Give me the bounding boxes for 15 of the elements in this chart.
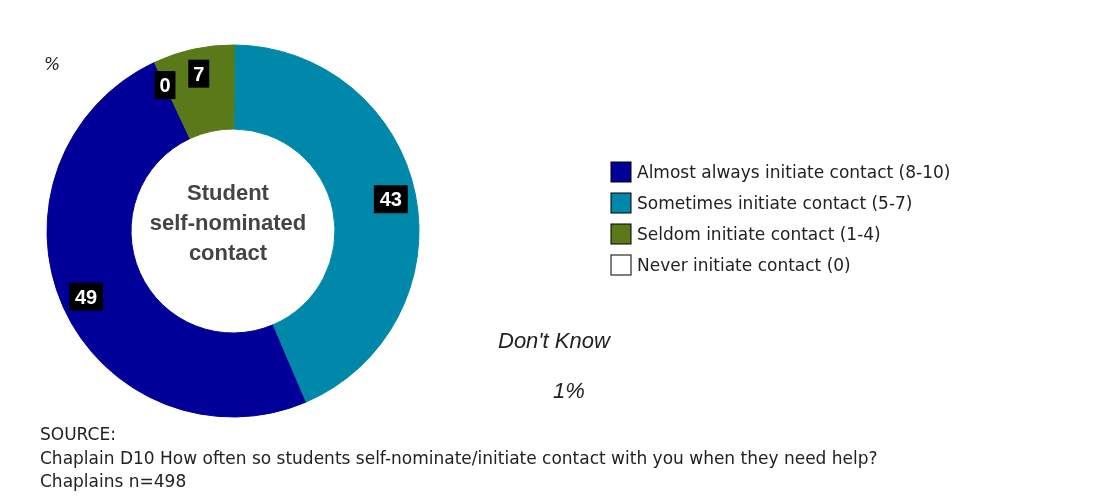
data-label: 49 (74, 285, 98, 308)
text: Chaplain D10 How often so students self-nominate/initiate contact with you when they need help? (40, 448, 878, 468)
text: Chaplains n=498 (40, 471, 187, 491)
data-label: 43 (379, 188, 402, 211)
legend-label: Seldom initiate contact (1-4) (637, 223, 881, 244)
legend-label: Sometimes initiate contact (5-7) (637, 192, 913, 213)
text: % (44, 54, 61, 74)
text: Don't Know (498, 328, 610, 354)
source-note: SOURCE: (40, 424, 116, 444)
text: Student self-nominated contact (149, 180, 307, 265)
text: 1% (553, 378, 585, 404)
legend-label: Never initiate contact (0) (637, 254, 851, 275)
data-label: 7 (193, 62, 205, 85)
text: 0 (159, 74, 171, 97)
legend-label: Almost always initiate contact (8-10) (637, 161, 951, 182)
